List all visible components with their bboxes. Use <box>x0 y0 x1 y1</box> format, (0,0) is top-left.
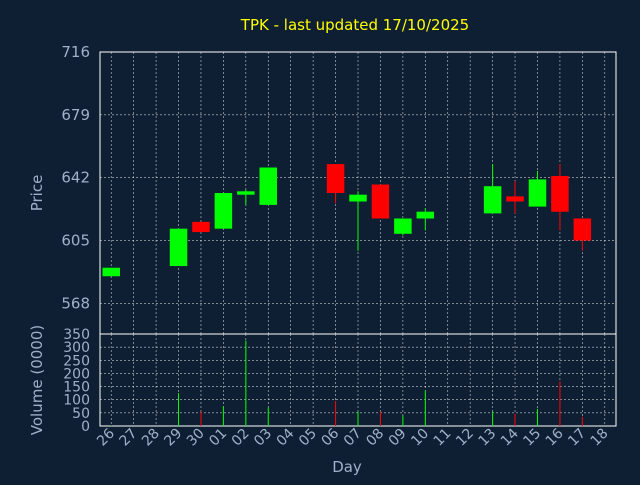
candle-body <box>528 179 547 207</box>
volume-tick-label: 150 <box>63 380 90 396</box>
candle-body <box>102 267 120 277</box>
candle-body <box>483 186 502 214</box>
price-axis-label: Price <box>28 175 46 212</box>
volume-tick-label: 0 <box>81 419 90 435</box>
candle-body <box>237 191 255 195</box>
volume-axis-label: Volume (0000) <box>28 325 46 435</box>
candle-body <box>573 218 592 241</box>
price-tick-label: 642 <box>61 169 90 187</box>
x-tick-label: 09 <box>386 426 410 450</box>
x-tick-label: 10 <box>408 426 432 450</box>
candle-body <box>394 218 412 234</box>
volume-tick-label: 50 <box>72 406 90 422</box>
x-tick-label: 17 <box>565 426 589 450</box>
x-tick-label: 16 <box>543 425 567 449</box>
chart-title: TPK - last updated 17/10/2025 <box>240 16 469 34</box>
x-tick-label: 28 <box>139 426 163 450</box>
volume-tick-label: 100 <box>63 393 90 409</box>
x-tick-label: 01 <box>206 426 230 450</box>
x-tick-label: 08 <box>363 426 387 450</box>
price-tick-label: 605 <box>61 232 90 250</box>
x-tick-label: 18 <box>588 426 612 450</box>
candle-body <box>551 176 569 212</box>
x-tick-label: 30 <box>184 426 208 450</box>
candle-body <box>259 167 278 205</box>
x-tick-label: 29 <box>161 426 185 450</box>
x-tick-label: 12 <box>453 426 477 450</box>
x-tick-label: 26 <box>94 425 118 449</box>
x-tick-label: 02 <box>229 426 253 450</box>
x-axis-label: Day <box>332 458 362 476</box>
x-tick-label: 15 <box>520 426 544 450</box>
price-tick-label: 568 <box>61 294 90 312</box>
price-tick-label: 679 <box>61 106 90 124</box>
candle-body <box>349 194 367 202</box>
candle-body <box>169 228 188 267</box>
x-tick-label: 04 <box>274 425 298 449</box>
price-tick-label: 716 <box>61 43 90 61</box>
volume-tick-label: 200 <box>63 366 90 382</box>
x-tick-label: 14 <box>498 425 522 449</box>
x-tick-label: 07 <box>341 426 365 450</box>
x-tick-label: 11 <box>431 426 455 450</box>
volume-tick-label: 300 <box>63 340 90 356</box>
candle-body <box>371 184 390 219</box>
volume-tick-label: 250 <box>63 353 90 369</box>
candle-body <box>214 193 233 229</box>
x-tick-label: 03 <box>251 426 275 450</box>
x-tick-label: 06 <box>318 425 342 449</box>
x-tick-label: 05 <box>296 426 320 450</box>
candle-body <box>506 196 524 202</box>
x-tick-label: 27 <box>117 426 141 450</box>
candle-body <box>192 221 210 233</box>
candle-body <box>416 211 435 219</box>
x-tick-label: 13 <box>476 426 500 450</box>
candle-body <box>326 164 345 193</box>
volume-tick-label: 350 <box>63 327 90 343</box>
